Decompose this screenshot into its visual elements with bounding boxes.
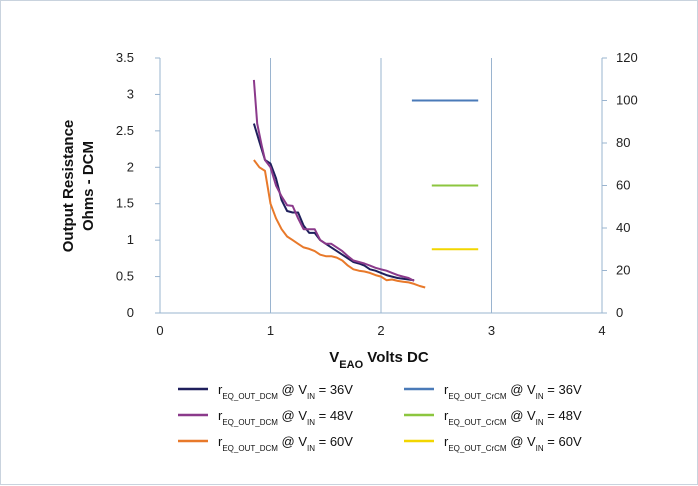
legend-text-part: = 36V (315, 382, 353, 397)
y-tick-label: 0 (127, 305, 134, 320)
legend-subscript: IN (307, 392, 315, 401)
x-axis-title: VEAO Volts DC (329, 349, 429, 371)
y2-tick-label: 0 (616, 305, 623, 320)
legend-subscript: IN (536, 392, 544, 401)
x-tick-label: 4 (598, 323, 605, 338)
y-tick-label: 1 (127, 232, 134, 247)
legend-text-part: @ V (278, 382, 307, 397)
y-axis-title-line1: Output Resistance (60, 120, 77, 253)
series-line-2 (252, 79, 415, 282)
legend-subscript: IN (536, 444, 544, 453)
y-axis-title-line2: Ohms - DCM (80, 141, 97, 231)
x-axis-title-subscript: EAO (339, 359, 363, 371)
y-tick-label: 1.5 (116, 196, 134, 211)
y2-tick-label: 100 (616, 93, 638, 108)
legend-subscript: EQ_OUT_DCM (222, 444, 278, 453)
legend-subscript: IN (536, 418, 544, 427)
legend-label-2: rEQ_OUT_DCM @ VIN = 48V (218, 408, 353, 427)
legend-text-part: r (444, 382, 449, 397)
legend-subscript: IN (307, 444, 315, 453)
x-tick-label: 2 (377, 323, 384, 338)
legend-label-3: rEQ_OUT_DCM @ VIN = 60V (218, 434, 353, 453)
x-axis-title-main: V (329, 349, 339, 366)
legend-text-part: r (218, 382, 223, 397)
legend-text-part: = 60V (315, 434, 353, 449)
legend-label-1: rEQ_OUT_DCM @ VIN = 36V (218, 382, 353, 401)
legend-text-part: r (444, 434, 449, 449)
y-tick-label: 3 (127, 86, 134, 101)
legend-text-part: @ V (278, 434, 307, 449)
legend-text-part: @ V (278, 408, 307, 423)
series-line-3 (253, 159, 426, 289)
legend-text-part: @ V (507, 408, 536, 423)
legend-label-6: rEQ_OUT_CrCM @ VIN = 60V (444, 434, 582, 453)
y2-tick-label: 80 (616, 135, 630, 150)
legend-text-part: @ V (507, 382, 536, 397)
legend-text-part: = 48V (544, 408, 582, 423)
legend-text-part: = 36V (544, 382, 582, 397)
legend-text-part: r (218, 434, 223, 449)
y2-tick-label: 120 (616, 50, 638, 65)
legend-label-5: rEQ_OUT_CrCM @ VIN = 48V (444, 408, 582, 427)
legend-text-part: r (444, 408, 449, 423)
x-tick-label: 3 (488, 323, 495, 338)
legend-subscript: EQ_OUT_DCM (222, 418, 278, 427)
legend-subscript: EQ_OUT_CrCM (448, 392, 507, 401)
legend-subscript: EQ_OUT_CrCM (448, 444, 507, 453)
legend-subscript: IN (307, 418, 315, 427)
series-layer (252, 79, 479, 289)
legend-text-part: = 48V (315, 408, 353, 423)
y-tick-label: 2 (127, 159, 134, 174)
y2-tick-label: 40 (616, 220, 630, 235)
y-tick-label: 2.5 (116, 123, 134, 138)
legend-subscript: EQ_OUT_DCM (222, 392, 278, 401)
y-tick-label: 0.5 (116, 269, 134, 284)
y-tick-label: 3.5 (116, 50, 134, 65)
legend-text-part: = 60V (544, 434, 582, 449)
x-tick-label: 1 (267, 323, 274, 338)
legend-text-part: r (218, 408, 223, 423)
y2-tick-label: 60 (616, 178, 630, 193)
axes-layer (155, 57, 607, 314)
legend-label-4: rEQ_OUT_CrCM @ VIN = 36V (444, 382, 582, 401)
x-axis-title-rest: Volts DC (363, 349, 429, 366)
legend-subscript: EQ_OUT_CrCM (448, 418, 507, 427)
legend-text-part: @ V (507, 434, 536, 449)
x-tick-label: 0 (156, 323, 163, 338)
y2-tick-label: 20 (616, 263, 630, 278)
